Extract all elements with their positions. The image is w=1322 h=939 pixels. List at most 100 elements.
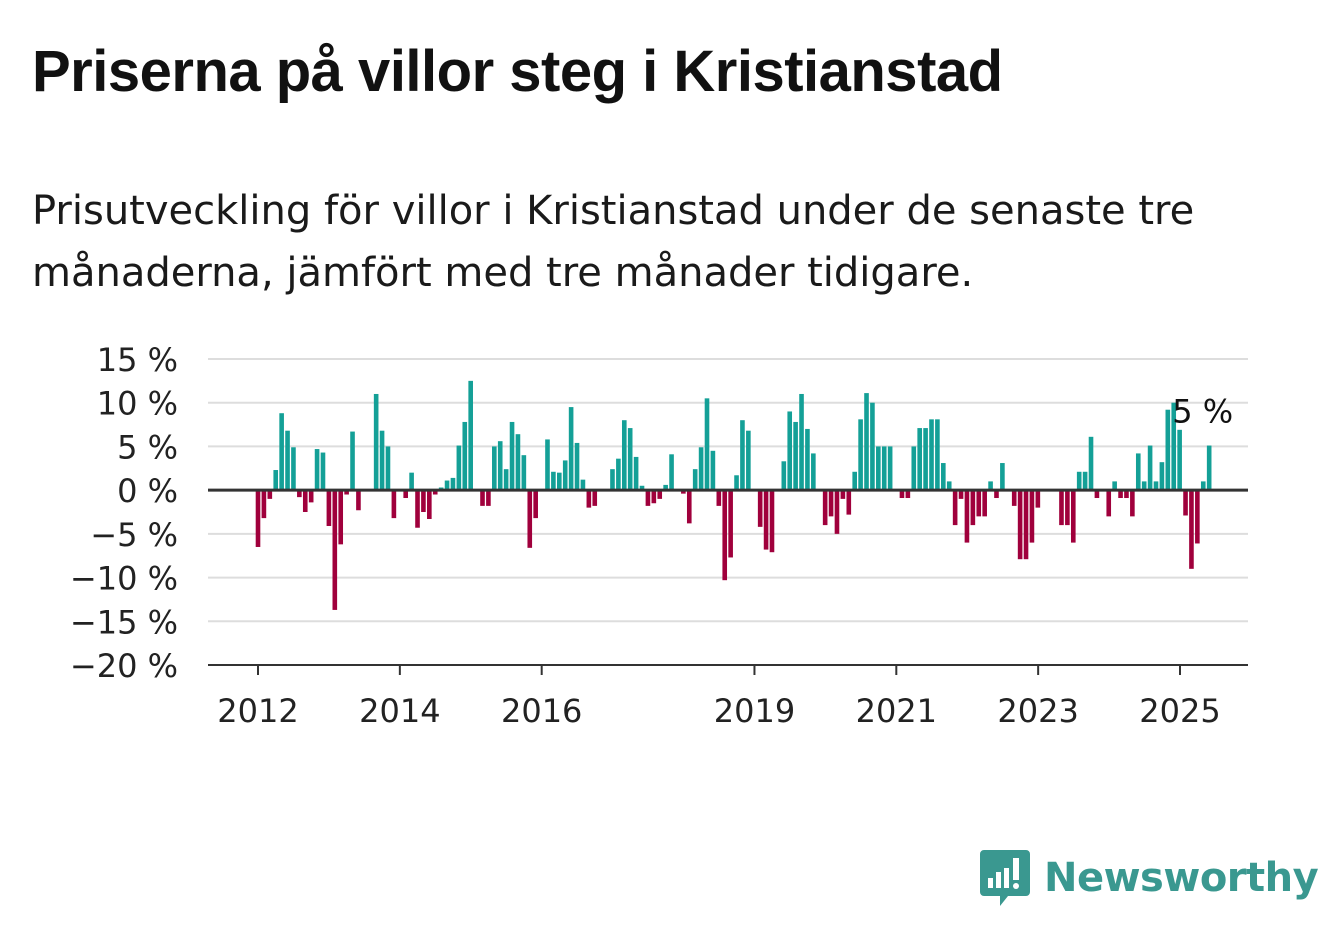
bar: [1118, 490, 1123, 499]
bar: [462, 421, 468, 491]
y-tick-label: 0 %: [117, 472, 178, 510]
bar: [391, 490, 397, 519]
bar: [734, 475, 739, 491]
bar: [881, 446, 887, 491]
bar: [757, 490, 763, 527]
bar: [740, 420, 745, 491]
bar: [1195, 490, 1200, 544]
bar: [858, 419, 863, 491]
bar: [781, 461, 787, 491]
bar: [828, 490, 834, 517]
bar: [521, 455, 527, 491]
bar: [562, 460, 568, 491]
bar: [314, 449, 320, 491]
bar: [864, 393, 869, 491]
bar: [1059, 490, 1064, 526]
bar: [1135, 453, 1141, 491]
bar: [941, 463, 946, 491]
bar: [297, 490, 302, 498]
bar: [692, 469, 698, 491]
x-tick-label: 2023: [997, 692, 1078, 730]
y-tick-label: 5 %: [117, 428, 178, 466]
bar: [982, 490, 987, 517]
bar: [633, 456, 639, 491]
x-tick-label: 2012: [217, 692, 298, 730]
bar: [1088, 436, 1094, 491]
bar: [468, 380, 473, 491]
bar: [923, 428, 928, 491]
bar: [291, 447, 296, 491]
bar: [1017, 490, 1023, 560]
bar: [722, 490, 728, 581]
bar: [976, 490, 982, 517]
y-tick-label: −15 %: [70, 603, 178, 641]
bar: [911, 446, 917, 491]
bar: [533, 490, 538, 519]
bar: [373, 393, 379, 491]
y-axis-ticks: 15 % 10 % 5 % 0 % −5 % −10 % −15 % −20 %: [70, 341, 178, 685]
bar: [551, 471, 556, 491]
x-tick-label: 2021: [856, 692, 937, 730]
bar: [946, 481, 952, 491]
bar: [302, 490, 308, 512]
bar: [415, 490, 420, 528]
x-tick-label: 2025: [1139, 692, 1220, 730]
bar: [285, 430, 290, 491]
x-tick-label: 2014: [359, 692, 440, 730]
bar: [1094, 490, 1100, 499]
bar: [255, 490, 261, 547]
bar: [935, 419, 940, 491]
y-tick-label: 15 %: [97, 341, 178, 379]
bar: [1147, 445, 1153, 491]
bar: [746, 430, 751, 491]
bar: [568, 407, 574, 491]
bar: [267, 490, 273, 499]
bar: [846, 490, 852, 515]
bar: [1183, 490, 1188, 516]
bar: [716, 490, 722, 506]
bar: [356, 490, 361, 511]
bar: [279, 413, 284, 491]
bar: [964, 490, 970, 543]
bar: [811, 453, 816, 491]
bar: [917, 428, 922, 491]
bar: [503, 469, 509, 491]
bar: [710, 450, 716, 491]
bar: [480, 490, 485, 506]
bar: [728, 490, 733, 558]
axes: [208, 488, 1248, 666]
bar: [409, 472, 414, 491]
bar: [1124, 490, 1129, 499]
bar: [1065, 490, 1070, 526]
bar: [799, 393, 804, 491]
bar: [326, 490, 332, 526]
bar: [988, 481, 993, 491]
bar: [793, 421, 798, 491]
bar: [994, 490, 999, 499]
bar: [769, 490, 775, 553]
bar: [1177, 429, 1182, 491]
bar: [616, 458, 621, 491]
bar: [887, 446, 893, 491]
bar: [663, 484, 668, 491]
bar: [320, 452, 326, 491]
chart-subtitle: Prisutveckling för villor i Kristianstad…: [32, 188, 1195, 296]
bar: [621, 420, 627, 491]
y-tick-label: −10 %: [70, 560, 178, 598]
bar: [645, 490, 651, 506]
bar: [1106, 490, 1112, 517]
bar: [1076, 471, 1082, 491]
bar: [592, 490, 598, 506]
bar: [1112, 481, 1117, 491]
bar: [698, 447, 704, 491]
bar: [486, 490, 491, 506]
bar: [686, 490, 692, 524]
bar: [432, 490, 438, 495]
bar: [905, 490, 911, 499]
bar: [497, 441, 503, 491]
y-tick-label: −20 %: [70, 647, 178, 685]
bar: [952, 490, 958, 526]
bar: [958, 490, 964, 499]
bar: [1070, 490, 1076, 543]
x-axis-ticks: 2012 2014 2016 2019 2021 2023 2025: [217, 665, 1221, 730]
